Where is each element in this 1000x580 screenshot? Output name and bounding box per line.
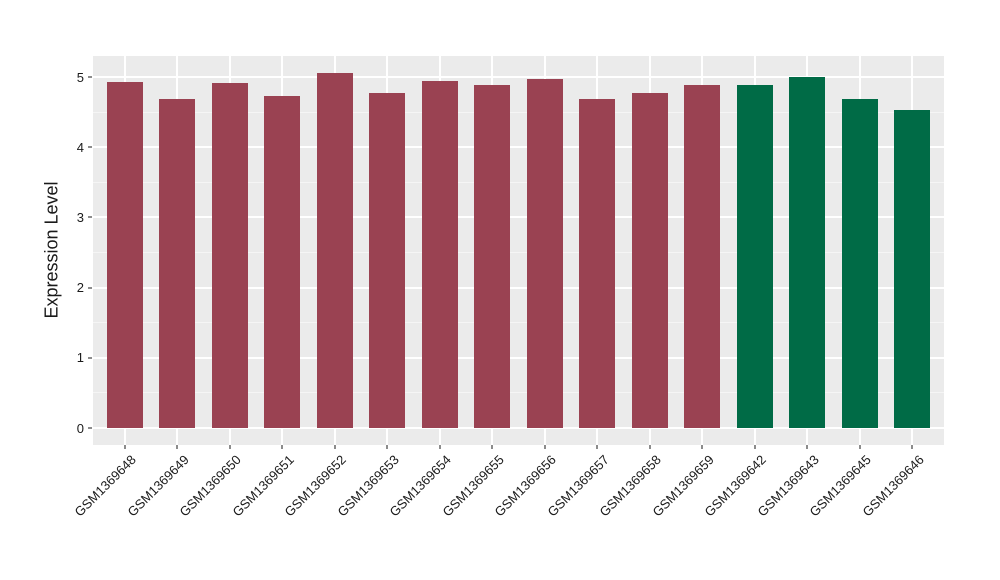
major-gridline	[93, 356, 944, 359]
minor-gridline	[93, 252, 944, 253]
bar-GSM1369653	[369, 93, 405, 428]
x-tick-mark	[701, 445, 703, 449]
bar-GSM1369645	[841, 98, 878, 428]
bar-GSM1369642	[736, 84, 773, 428]
bar-GSM1369657	[579, 99, 615, 428]
y-tick-mark	[88, 146, 92, 149]
y-tick-label: 5	[76, 69, 84, 85]
x-tick-mark	[176, 445, 178, 449]
x-tick-mark	[228, 445, 231, 449]
plot-panel	[93, 56, 944, 445]
y-tick-mark	[88, 76, 92, 78]
x-tick-mark	[543, 445, 546, 449]
bar-GSM1369652	[316, 73, 353, 428]
y-tick-mark	[88, 427, 92, 429]
y-tick-label: 3	[76, 209, 84, 225]
minor-gridline	[93, 322, 944, 324]
y-tick-label: 2	[76, 280, 84, 296]
x-tick-mark	[806, 445, 808, 449]
y-tick-mark	[88, 286, 92, 289]
major-gridline	[93, 216, 944, 219]
bar-GSM1369654	[421, 81, 458, 428]
major-gridline	[93, 76, 944, 78]
y-axis-title-text: Expression Level	[41, 181, 62, 319]
x-tick-mark	[438, 445, 441, 449]
x-tick-mark	[858, 445, 861, 449]
y-tick-mark	[88, 356, 92, 359]
minor-gridline	[93, 111, 944, 113]
bar-GSM1369656	[526, 79, 563, 428]
x-tick-mark	[281, 445, 283, 449]
x-tick-mark	[333, 445, 336, 449]
x-tick-mark	[491, 445, 493, 449]
y-tick-label: 4	[76, 139, 84, 155]
bar-GSM1369651	[264, 95, 300, 428]
major-gridline	[93, 146, 944, 149]
x-tick-mark	[648, 445, 651, 449]
bar-GSM1369648	[106, 81, 143, 428]
bar-GSM1369643	[789, 77, 825, 428]
x-tick-mark	[753, 445, 756, 449]
bar-GSM1369658	[631, 93, 668, 428]
minor-gridline	[93, 392, 944, 394]
y-tick-mark	[88, 216, 92, 219]
y-tick-label: 1	[76, 350, 84, 366]
major-gridline	[93, 427, 944, 429]
x-tick-mark	[123, 445, 126, 449]
x-tick-mark	[596, 445, 598, 449]
bar-GSM1369649	[159, 98, 195, 428]
x-tick-mark	[386, 445, 388, 449]
y-tick-label: 0	[76, 420, 84, 436]
bar-GSM1369659	[684, 84, 720, 428]
x-tick-mark	[911, 445, 913, 449]
major-gridline	[93, 286, 944, 289]
bar-GSM1369650	[211, 83, 248, 428]
minor-gridline	[93, 181, 944, 183]
bar-GSM1369655	[474, 84, 510, 428]
bar-GSM1369646	[894, 109, 930, 428]
